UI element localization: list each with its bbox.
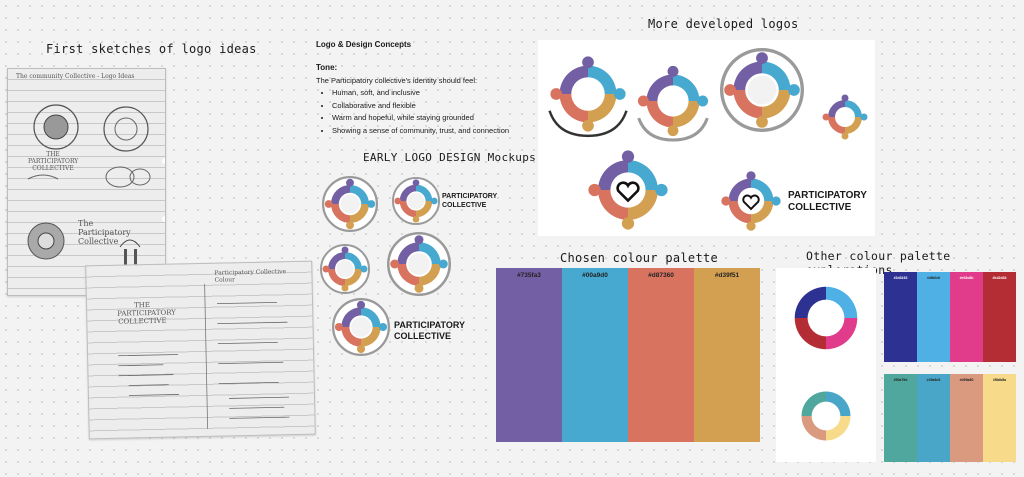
sketch-note: The Participatory Collective [78, 219, 131, 246]
concepts-block: Logo & Design Concepts Tone: The Partici… [316, 40, 536, 137]
palette-swatch: #735fa3 [496, 268, 562, 442]
swatch-label: #f8db8a [992, 378, 1007, 382]
tone-list: Human, soft, and inclusive Collaborative… [316, 87, 536, 137]
swatch-label: #735fa3 [517, 272, 541, 279]
sketch-drawing-2 [118, 283, 290, 429]
swatch-label: #b42d34 [992, 276, 1007, 280]
sketch-note: THE PARTICIPATORY COLLECTIVE [28, 151, 79, 172]
palette-swatch: #d87360 [628, 268, 694, 442]
palette-swatch: #49a6c8 [917, 374, 950, 462]
sketch-sheet-2: Participatory Collective Colour THE PART… [85, 260, 316, 440]
sketch-sheet-1: The community Collective - Logo Ideas TH… [7, 68, 166, 296]
palette-swatch: #d99a80 [950, 374, 983, 462]
other-palette-2: #50a79d #49a6c8 #d99a80 #f8db8a [884, 374, 1016, 462]
other-logo-panel [776, 268, 876, 462]
swatch-label: #4fb0e6 [926, 276, 941, 280]
developed-logo-hands-2 [634, 58, 712, 142]
tone-item: Warm and hopeful, while staying grounded [332, 112, 536, 125]
palette-swatch: #e03c8b [950, 272, 983, 362]
early-logo-5 [332, 298, 390, 356]
swatch-label: #d39f51 [714, 272, 740, 279]
first-sketches-heading: First sketches of logo ideas [46, 42, 257, 56]
swatch-label: #e03c8b [959, 276, 974, 280]
swatch-label: #00a9d0 [582, 272, 608, 279]
other-logo-2 [792, 382, 860, 450]
early-logo-5-wordmark: PARTICIPATORY COLLECTIVE [394, 320, 465, 342]
early-logo-3 [320, 244, 370, 294]
other-palette-1: #2d3192 #4fb0e6 #e03c8b #b42d34 [884, 272, 1016, 362]
developed-logo-heart [584, 146, 672, 234]
tone-item: Showing a sense of community, trust, and… [332, 125, 536, 138]
other-logo-1 [783, 275, 869, 361]
chosen-palette: #735fa3 #00a9d0 #d87360 #d39f51 [496, 268, 760, 442]
palette-swatch: #f8db8a [983, 374, 1016, 462]
early-logo-2-wordmark: PARTICIPATORY COLLECTIVE [442, 192, 497, 210]
palette-swatch: #4fb0e6 [917, 272, 950, 362]
developed-logo-small [820, 92, 870, 142]
swatch-label: #50a79d [893, 378, 908, 382]
concepts-title: Logo & Design Concepts [316, 40, 412, 49]
palette-swatch: #b42d34 [983, 272, 1016, 362]
developed-wordmark: PARTICIPATORY COLLECTIVE [788, 190, 867, 214]
swatch-label: #d99a80 [959, 378, 974, 382]
early-mockups-heading: EARLY LOGO DESIGN Mockups [363, 151, 537, 164]
developed-logo-badge [720, 48, 804, 132]
developed-logo-heart-wordmark [718, 168, 784, 234]
palette-swatch: #50a79d [884, 374, 917, 462]
tone-item: Collaborative and flexible [332, 100, 536, 113]
sketch-note: The community Collective - Logo Ideas [16, 73, 135, 80]
early-logo-1 [322, 176, 378, 232]
tone-intro: The Participatory collective's identity … [316, 76, 478, 85]
palette-swatch: #00a9d0 [562, 268, 628, 442]
tone-item: Human, soft, and inclusive [332, 87, 536, 100]
more-developed-heading: More developed logos [648, 17, 799, 31]
palette-swatch: #d39f51 [694, 268, 760, 442]
swatch-label: #49a6c8 [926, 378, 941, 382]
sketch-drawing-1 [27, 104, 165, 267]
wordmark-line2: COLLECTIVE [788, 202, 852, 213]
swatch-label: #d87360 [648, 272, 674, 279]
wordmark-line1: PARTICIPATORY [442, 193, 498, 200]
wordmark-line1: PARTICIPATORY [788, 190, 867, 201]
palette-swatch: #2d3192 [884, 272, 917, 362]
tone-label: Tone: [316, 63, 338, 72]
chosen-palette-heading: Chosen colour palette [560, 251, 719, 265]
early-logo-2 [392, 177, 440, 225]
wordmark-line2: COLLECTIVE [442, 202, 487, 209]
developed-logos-panel: PARTICIPATORY COLLECTIVE [538, 40, 875, 236]
swatch-label: #2d3192 [893, 276, 908, 280]
early-logo-4 [387, 232, 451, 296]
wordmark-line2: COLLECTIVE [394, 331, 452, 341]
wordmark-line1: PARTICIPATORY [394, 320, 466, 330]
developed-logo-hands-1 [548, 48, 628, 138]
